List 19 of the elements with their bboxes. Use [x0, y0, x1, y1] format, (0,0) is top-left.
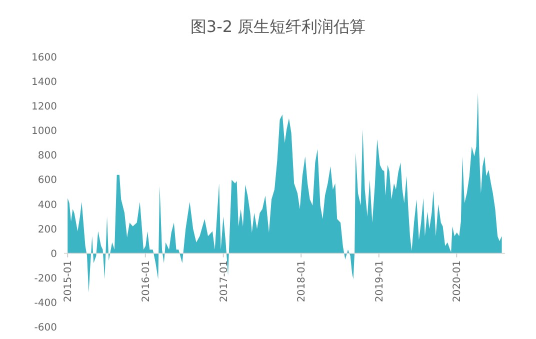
x-tick-label: 2019-01	[374, 260, 386, 302]
y-tick-label: 400	[38, 200, 57, 211]
y-tick-label: 1200	[32, 102, 57, 113]
y-tick-label: 1600	[32, 52, 57, 64]
y-tick-label: 800	[38, 150, 57, 162]
chart-title: 图3-2 原生短纤利润估算	[190, 17, 366, 36]
y-tick-label: 1000	[32, 126, 57, 138]
y-tick-label: -400	[34, 298, 57, 309]
y-tick-label: 1400	[32, 77, 57, 88]
y-tick-label: 0	[50, 248, 57, 260]
x-tick-label: 2015-01	[63, 260, 74, 302]
x-tick-label: 2018-01	[296, 260, 308, 302]
x-tick-label: 2020-01	[452, 260, 464, 302]
x-tick-label: 2016-01	[140, 260, 152, 302]
y-tick-label: 200	[38, 224, 57, 236]
y-tick-label: 600	[38, 175, 57, 186]
x-tick-label: 2017-01	[218, 260, 230, 302]
y-tick-label: -600	[34, 322, 57, 334]
y-tick-label: -200	[34, 273, 57, 284]
